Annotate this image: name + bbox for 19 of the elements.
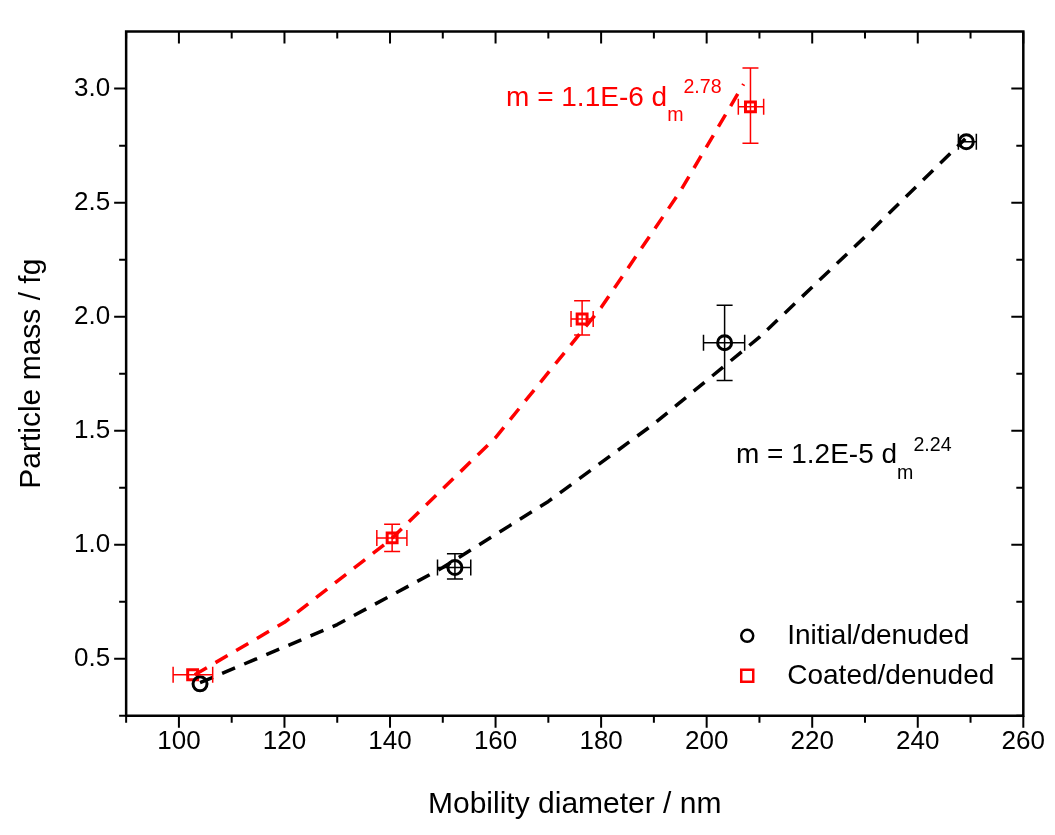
y-tick-label: 0.5 — [73, 641, 111, 672]
y-axis-title: Particle mass / fg — [13, 258, 47, 489]
x-tick-label: 100 — [157, 724, 201, 755]
x-tick-label: 220 — [790, 724, 834, 755]
x-tick-label: 240 — [896, 724, 940, 755]
x-tick-label: 120 — [262, 724, 307, 755]
legend-label: Coated/denuded — [787, 658, 995, 690]
x-tick-label: 200 — [684, 724, 729, 755]
y-tick-label: 2.0 — [73, 299, 111, 330]
x-tick-label: 140 — [368, 724, 412, 755]
x-tick-label: 180 — [579, 724, 623, 755]
y-tick-label: 1.0 — [73, 527, 111, 558]
y-tick-label: 1.5 — [73, 413, 111, 444]
legend-label: Initial/denuded — [787, 618, 970, 650]
y-tick-label: 2.5 — [73, 185, 111, 216]
x-axis-title: Mobility diameter / nm — [428, 786, 722, 820]
x-tick-label: 260 — [1001, 724, 1046, 755]
y-tick-label: 3.0 — [73, 71, 111, 102]
x-tick-label: 160 — [473, 724, 518, 755]
